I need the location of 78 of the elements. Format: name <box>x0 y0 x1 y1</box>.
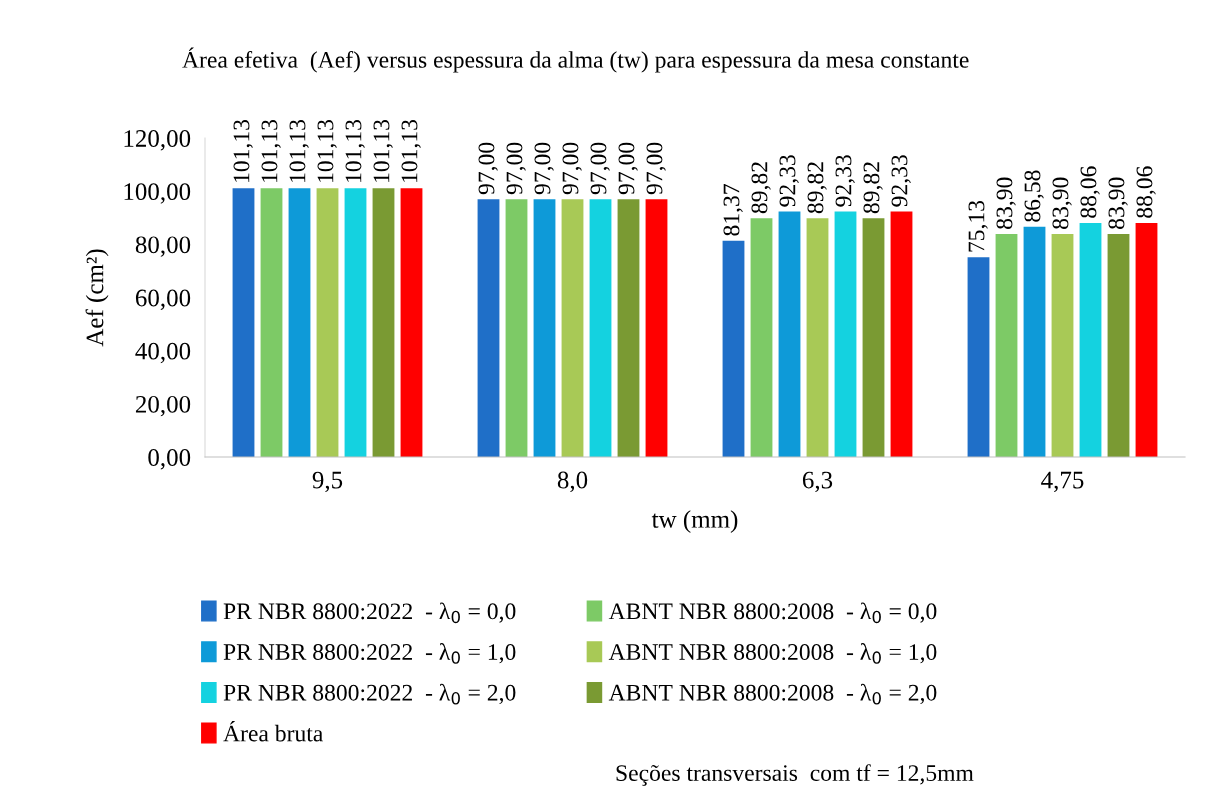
data-label: 89,82 <box>751 162 771 214</box>
bar <box>1107 233 1130 457</box>
bar <box>645 199 668 457</box>
x-axis-title: tw (mm) <box>651 510 738 533</box>
legend-label: PR NBR 8800:2022 - λ$_{0}$ = 1,0 <box>223 643 516 664</box>
bar <box>806 218 829 457</box>
data-label: 89,82 <box>807 162 827 214</box>
legend-label: PR NBR 8800:2022 - λ$_{0}$ = 0,0 <box>223 602 516 624</box>
x-tick-label: 9,5 <box>312 471 343 493</box>
y-tick-label: 80,00 <box>135 236 191 257</box>
bar <box>1135 222 1158 457</box>
bar <box>288 188 311 457</box>
data-label: 101,13 <box>233 119 253 182</box>
bar <box>589 199 612 457</box>
data-label: 83,90 <box>1108 177 1128 229</box>
y-axis-title: Aef (cm²) <box>85 249 109 347</box>
data-label: 97,00 <box>478 142 498 195</box>
data-label: 83,90 <box>996 177 1016 229</box>
bar <box>1023 226 1046 457</box>
chart-title: Área efetiva (Aef) versus espessura da alma (tw) para espessura da mesa constante <box>182 47 969 73</box>
data-label: 101,13 <box>289 119 309 182</box>
data-label: 101,13 <box>345 119 365 182</box>
bar <box>505 199 528 457</box>
bar <box>834 211 857 457</box>
y-tick-label: 20,00 <box>135 395 191 417</box>
data-label: 101,13 <box>401 119 421 182</box>
bar <box>750 218 773 457</box>
data-label: 75,13 <box>968 200 988 252</box>
data-label: 86,58 <box>1024 170 1044 222</box>
bar <box>533 199 556 457</box>
bar <box>316 188 339 457</box>
y-tick-label: 0,00 <box>148 449 191 470</box>
bar <box>344 188 367 457</box>
y-tick-label: 100,00 <box>124 183 191 204</box>
legend-label: ABNT NBR 8800:2008 - λ$_{0}$ = 1,0 <box>608 643 937 664</box>
data-label: 97,00 <box>590 142 610 195</box>
bar <box>1079 222 1102 457</box>
y-tick-label: 40,00 <box>135 342 191 364</box>
data-label: 88,06 <box>1080 166 1100 218</box>
bar <box>477 199 500 457</box>
data-label: 101,13 <box>373 119 393 182</box>
bar <box>617 199 640 457</box>
data-label: 83,90 <box>1052 177 1072 229</box>
legend-label: PR NBR 8800:2022 - λ$_{0}$ = 2,0 <box>223 683 516 705</box>
bar <box>400 188 423 457</box>
y-tick-label: 120,00 <box>124 130 191 151</box>
bar <box>778 211 801 457</box>
legend-label: ABNT NBR 8800:2008 - λ$_{0}$ = 2,0 <box>608 683 937 705</box>
x-tick-label: 8,0 <box>557 471 588 493</box>
data-label: 101,13 <box>261 119 281 182</box>
data-label: 89,82 <box>863 162 883 214</box>
data-label: 97,00 <box>506 142 526 195</box>
x-tick-label: 6,3 <box>802 471 833 493</box>
bar <box>722 240 745 457</box>
text: Seções transversais com tf = 12,5mm <box>616 764 974 786</box>
data-label: 92,33 <box>779 155 799 207</box>
bar <box>862 218 885 457</box>
data-label: 92,33 <box>835 155 855 207</box>
bar <box>995 233 1018 457</box>
bar <box>561 199 584 457</box>
x-tick-label: 4,75 <box>1041 471 1084 493</box>
data-label: 101,13 <box>317 119 337 182</box>
bar <box>260 188 283 457</box>
data-label: 81,37 <box>723 184 743 236</box>
bar <box>372 188 395 457</box>
data-label: 97,00 <box>646 142 666 195</box>
legend-label: Área bruta <box>223 721 323 742</box>
data-label: 97,00 <box>562 142 582 195</box>
legend-label: ABNT NBR 8800:2008 - λ$_{0}$ = 0,0 <box>608 602 937 624</box>
data-label: 92,33 <box>891 155 911 207</box>
bar <box>1051 233 1074 457</box>
bar <box>232 188 255 457</box>
data-label: 97,00 <box>618 142 638 195</box>
data-label: 88,06 <box>1136 166 1156 218</box>
bar <box>890 211 913 457</box>
bar <box>967 257 990 457</box>
data-label: 97,00 <box>534 142 554 195</box>
y-tick-label: 60,00 <box>135 289 191 311</box>
